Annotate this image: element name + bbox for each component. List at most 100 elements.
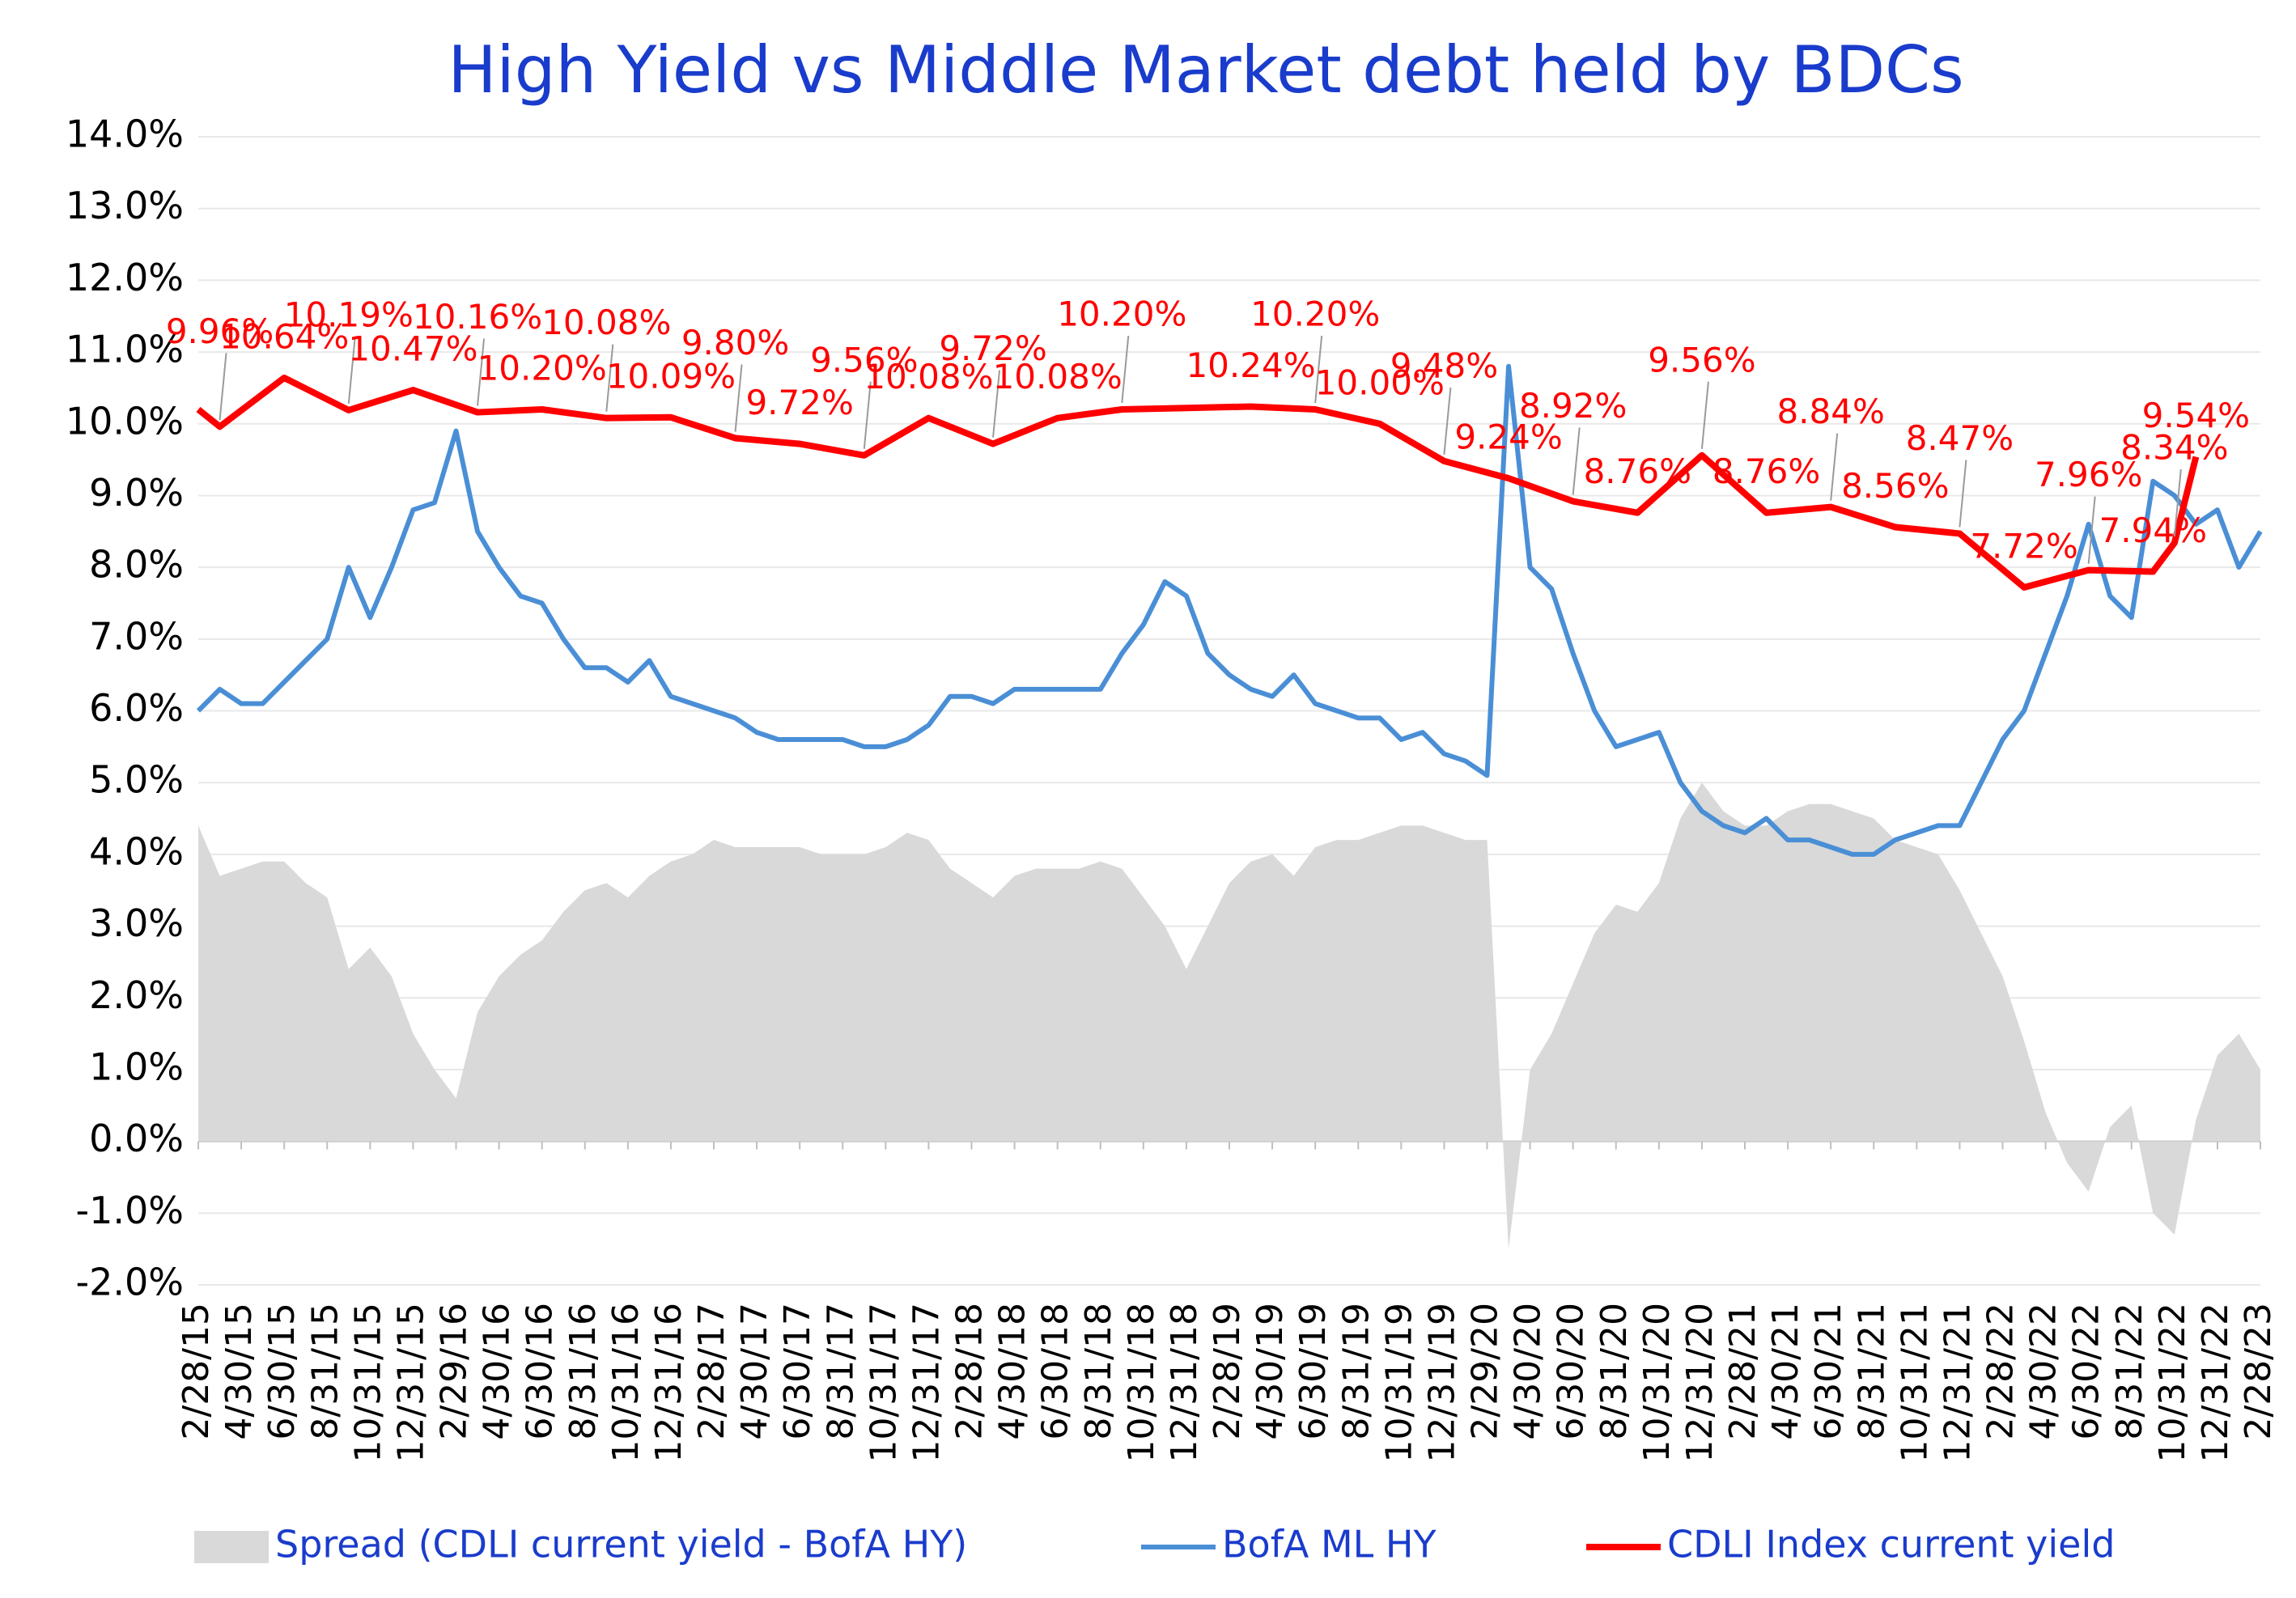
- data-label: 8.76%: [1712, 451, 1820, 491]
- data-label: 10.19%: [284, 295, 414, 334]
- label-leader: [2173, 468, 2182, 537]
- x-tick-label: 8/31/16: [562, 1303, 604, 1440]
- x-tick-label: 12/31/15: [390, 1303, 431, 1463]
- data-label: 10.08%: [541, 303, 671, 342]
- x-tick-label: 4/30/15: [219, 1303, 260, 1440]
- label-leader: [1121, 335, 1130, 404]
- x-tick-label: 6/30/18: [1035, 1303, 1076, 1440]
- x-tick-label: 2/28/22: [1980, 1303, 2022, 1440]
- y-tick-label: -1.0%: [76, 1189, 184, 1232]
- label-leader: [1959, 460, 1967, 528]
- y-tick-label: 3.0%: [89, 901, 184, 945]
- x-tick-label: 12/31/18: [1164, 1303, 1205, 1463]
- label-leader: [992, 370, 1001, 438]
- data-label: 9.56%: [1648, 340, 1755, 379]
- y-tick-label: 8.0%: [89, 543, 184, 587]
- data-label: 10.00%: [1315, 362, 1445, 402]
- chart-title: High Yield vs Middle Market debt held by…: [448, 32, 1963, 108]
- x-tick-label: 2/28/18: [949, 1303, 991, 1440]
- data-label: 8.34%: [2120, 427, 2228, 467]
- y-tick-label: 1.0%: [89, 1045, 184, 1088]
- data-label: 9.48%: [1390, 345, 1498, 385]
- x-tick-label: 2/29/16: [434, 1303, 475, 1440]
- data-label: 8.76%: [1584, 451, 1691, 491]
- data-label: 9.96%: [166, 312, 274, 351]
- y-tick-label: 2.0%: [89, 973, 184, 1017]
- y-tick-label: 9.0%: [89, 471, 184, 515]
- data-label: 10.09%: [606, 356, 736, 396]
- x-tick-label: 8/31/20: [1594, 1303, 1635, 1440]
- label-leader: [2087, 496, 2096, 564]
- x-tick-label: 4/30/21: [1765, 1303, 1806, 1440]
- x-tick-label: 2/29/20: [1465, 1303, 1506, 1440]
- x-tick-label: 6/30/20: [1551, 1303, 1592, 1440]
- x-tick-label: 10/31/18: [1121, 1303, 1162, 1463]
- x-tick-label: 6/30/22: [2066, 1303, 2107, 1440]
- spread-area: [198, 782, 2260, 1249]
- label-leader: [734, 364, 743, 432]
- data-label: 9.72%: [939, 329, 1046, 368]
- data-label: 10.47%: [348, 329, 477, 369]
- data-label: 8.84%: [1776, 392, 1884, 431]
- data-label: 7.94%: [2099, 511, 2207, 550]
- x-tick-label: 8/31/17: [820, 1303, 861, 1440]
- x-tick-label: 12/31/16: [648, 1303, 690, 1463]
- x-tick-label: 12/31/22: [2195, 1303, 2236, 1463]
- x-tick-label: 12/31/19: [1421, 1303, 1462, 1463]
- x-tick-label: 6/30/19: [1292, 1303, 1334, 1440]
- data-label: 9.24%: [1454, 418, 1562, 457]
- legend-label: BofA ML HY: [1222, 1523, 1437, 1566]
- x-tick-label: 8/31/22: [2109, 1303, 2150, 1440]
- series-line: [196, 374, 2200, 591]
- label-leader: [1830, 433, 1839, 501]
- y-tick-label: 6.0%: [89, 686, 184, 730]
- x-tick-label: 4/30/22: [2023, 1303, 2065, 1440]
- x-tick-label: 10/31/17: [863, 1303, 904, 1463]
- x-tick-label: 12/31/20: [1679, 1303, 1721, 1463]
- series-line: [196, 363, 2263, 857]
- y-tick-label: 7.0%: [89, 614, 184, 658]
- data-label: 9.80%: [681, 323, 789, 362]
- x-tick-label: 12/31/21: [1937, 1303, 1978, 1463]
- data-label: 10.08%: [993, 357, 1123, 396]
- x-tick-label: 4/30/20: [1508, 1303, 1549, 1440]
- x-tick-label: 8/31/19: [1335, 1303, 1377, 1440]
- y-tick-label: -2.0%: [76, 1261, 184, 1304]
- x-tick-label: 6/30/16: [520, 1303, 561, 1440]
- data-label: 9.54%: [2142, 396, 2250, 435]
- x-tick-label: 10/31/16: [605, 1303, 647, 1463]
- data-label: 8.92%: [1519, 386, 1627, 426]
- x-tick-label: 4/30/17: [734, 1303, 775, 1440]
- y-tick-label: 11.0%: [66, 328, 184, 371]
- data-label: 10.16%: [413, 297, 542, 337]
- label-leader: [347, 336, 356, 404]
- label-leader: [1443, 387, 1452, 455]
- x-tick-label: 2/28/19: [1207, 1303, 1248, 1440]
- label-leader: [1700, 381, 1709, 449]
- data-label: 8.47%: [1906, 418, 2014, 458]
- label-leader: [605, 344, 614, 412]
- x-tick-label: 6/30/17: [777, 1303, 818, 1440]
- x-tick-label: 8/31/18: [1078, 1303, 1119, 1440]
- label-leader: [1572, 427, 1581, 495]
- label-leader: [1314, 335, 1323, 404]
- x-tick-label: 6/30/15: [261, 1303, 303, 1440]
- data-label: 7.96%: [2035, 455, 2142, 494]
- x-tick-label: 10/31/21: [1894, 1303, 1935, 1463]
- y-tick-label: 0.0%: [89, 1117, 184, 1160]
- x-tick-label: 10/31/20: [1636, 1303, 1678, 1463]
- y-tick-label: 12.0%: [66, 256, 184, 299]
- data-label: 10.20%: [1057, 295, 1186, 334]
- data-label: 10.20%: [477, 349, 607, 388]
- data-label: 9.72%: [745, 383, 853, 422]
- legend-label: CDLI Index current yield: [1667, 1523, 2115, 1566]
- x-tick-label: 8/31/21: [1851, 1303, 1892, 1440]
- x-tick-label: 2/28/21: [1722, 1303, 1763, 1440]
- label-leader: [863, 381, 872, 449]
- y-tick-label: 14.0%: [66, 112, 184, 156]
- x-tick-label: 4/30/18: [992, 1303, 1033, 1440]
- data-label: 7.72%: [1970, 526, 2077, 566]
- y-tick-label: 13.0%: [66, 184, 184, 227]
